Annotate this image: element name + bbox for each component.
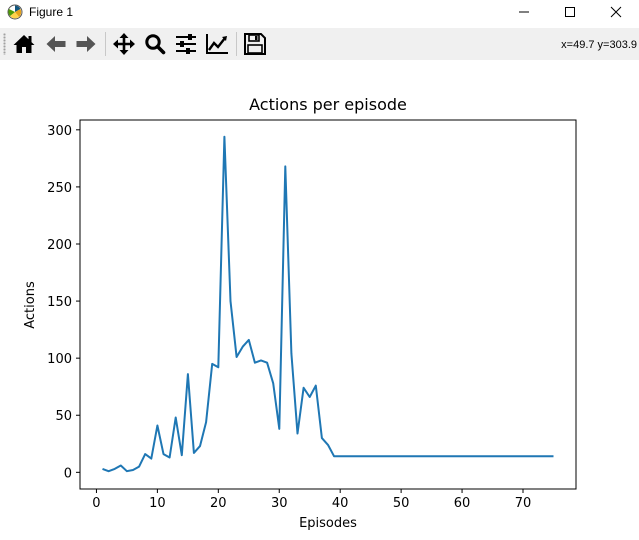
zoom-button[interactable] <box>141 31 169 57</box>
maximize-button[interactable] <box>547 0 593 24</box>
forward-button[interactable] <box>72 31 100 57</box>
y-tick-label: 250 <box>47 181 72 196</box>
maximize-icon <box>565 7 575 17</box>
x-tick-label: 70 <box>515 496 532 511</box>
axes-frame <box>79 119 577 490</box>
edit-axes-button[interactable] <box>203 31 231 57</box>
y-tick-label: 300 <box>47 124 72 139</box>
window-title: Figure 1 <box>29 5 74 19</box>
configure-subplots-button[interactable] <box>172 31 200 57</box>
figure-canvas[interactable]: Actions per episode 0 10 20 30 40 50 60 70 0 50 10… <box>0 60 639 540</box>
x-tick-label: 60 <box>454 496 471 511</box>
close-icon <box>610 6 622 18</box>
matplotlib-logo-icon <box>7 4 23 20</box>
cursor-coordinates: x=49.7 y=303.9 <box>561 39 637 51</box>
x-tick-label: 40 <box>332 496 349 511</box>
y-tick-label: 200 <box>47 238 72 253</box>
x-tick-label: 50 <box>393 496 410 511</box>
y-tick-label: 50 <box>55 409 72 424</box>
home-button[interactable] <box>10 31 38 57</box>
y-tick-label: 0 <box>64 466 72 481</box>
magnifier-icon <box>145 34 166 55</box>
plot-area[interactable]: 0 10 20 30 40 50 60 70 0 50 100 150 200 250 300 <box>47 119 577 511</box>
x-tick-label: 0 <box>92 496 100 511</box>
series-line <box>102 135 554 473</box>
y-tick-label: 100 <box>47 352 72 367</box>
x-tick-label: 30 <box>271 496 288 511</box>
sliders-icon <box>176 34 196 54</box>
home-icon <box>13 35 35 53</box>
y-axis-label: Actions <box>23 281 38 329</box>
chart-line-icon <box>206 34 228 54</box>
floppy-disk-icon <box>244 33 266 55</box>
minimize-icon <box>519 11 529 13</box>
title-bar: Figure 1 <box>0 0 639 24</box>
back-button[interactable] <box>42 31 70 57</box>
toolbar-separator <box>236 32 237 56</box>
x-axis-label: Episodes <box>299 516 357 531</box>
x-tick-label: 10 <box>149 496 166 511</box>
move-icon <box>113 33 135 55</box>
navigation-toolbar <box>0 28 639 60</box>
save-button[interactable] <box>241 31 269 57</box>
pan-button[interactable] <box>110 31 138 57</box>
toolbar-separator <box>105 32 106 56</box>
y-tick-label: 150 <box>47 295 72 310</box>
chart-title: Actions per episode <box>249 95 407 114</box>
forward-arrow-icon <box>76 36 96 52</box>
toolbar-grip[interactable] <box>3 33 6 55</box>
close-button[interactable] <box>593 0 639 24</box>
x-tick-label: 20 <box>210 496 227 511</box>
back-arrow-icon <box>46 36 66 52</box>
minimize-button[interactable] <box>501 0 547 24</box>
